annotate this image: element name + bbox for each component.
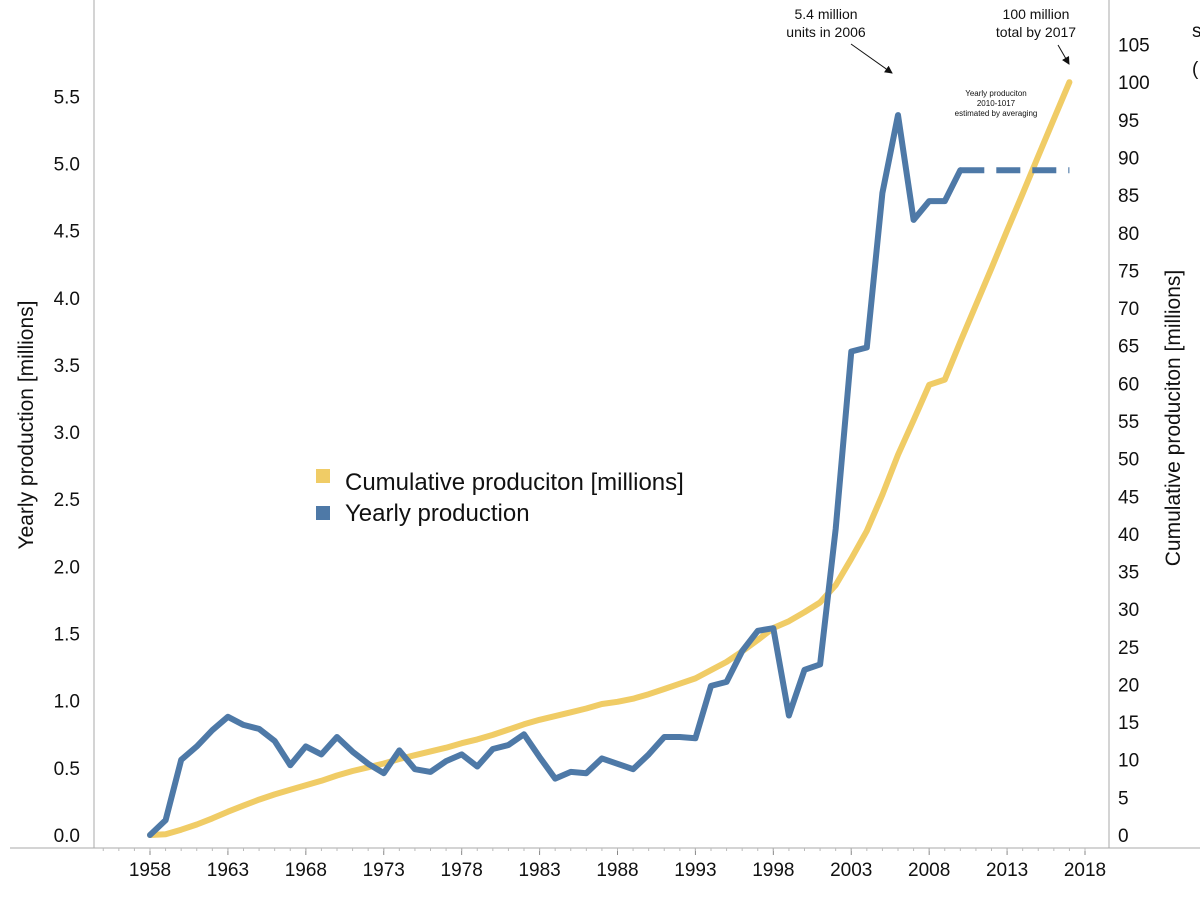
right-tick-label-30: 30: [1118, 600, 1139, 621]
right-tick-label-0: 0: [1118, 826, 1129, 847]
right-tick-label-50: 50: [1118, 450, 1139, 471]
x-tick-label-1958: 1958: [129, 860, 171, 881]
right-tick-label-65: 65: [1118, 337, 1139, 358]
legend-swatch-cumulative: [316, 469, 330, 483]
right-tick-label-45: 45: [1118, 487, 1139, 508]
right-tick-label-5: 5: [1118, 788, 1129, 809]
annotation-peak-arrow: [850, 43, 893, 74]
left-tick-label-0.0: 0.0: [54, 826, 80, 847]
right-tick-label-55: 55: [1118, 412, 1139, 433]
right-tick-label-75: 75: [1118, 261, 1139, 282]
left-y-axis-label: Yearly production [millions]: [15, 300, 38, 549]
annotation-total-arrow: [1057, 44, 1070, 65]
legend-label-cumulative: Cumulative produciton [millions]: [345, 469, 684, 496]
annotation-peak-2006: 5.4 million units in 2006: [786, 6, 893, 74]
legend-swatch-yearly: [316, 506, 330, 520]
x-tick-label-1998: 1998: [752, 860, 794, 881]
right-tick-label-35: 35: [1118, 563, 1139, 584]
right-tick-label-85: 85: [1118, 186, 1139, 207]
right-y-axis-ticks: 0 5 10 15 20 25 30 35 40 45 50 55 60 65 70 75 80 85 90 95 10…: [1118, 36, 1150, 847]
left-tick-label-1.5: 1.5: [54, 625, 80, 646]
annotation-total-2017: 100 million total by 2017: [996, 6, 1076, 65]
left-tick-label-2.0: 2.0: [54, 557, 80, 578]
annotation-peak-line-1: 5.4 million: [794, 6, 857, 22]
legend-label-yearly: Yearly production: [345, 500, 530, 527]
left-tick-label-1.0: 1.0: [54, 692, 80, 713]
x-tick-label-1973: 1973: [363, 860, 405, 881]
right-tick-label-10: 10: [1118, 751, 1139, 772]
right-tick-label-25: 25: [1118, 638, 1139, 659]
annotation-estimate-line-2: 2010-1017: [977, 99, 1016, 108]
annotation-total-line-1: 100 million: [1003, 6, 1070, 22]
series-line-cumulative-produciton-millions: [147, 79, 1073, 838]
left-tick-label-3.5: 3.5: [54, 356, 80, 377]
right-y-axis-label: Cumulative produciton [millions]: [1162, 270, 1185, 566]
right-tick-label-70: 70: [1118, 299, 1139, 320]
right-tick-label-80: 80: [1118, 224, 1139, 245]
series-layer: [147, 79, 1073, 838]
x-tick-label-1993: 1993: [674, 860, 716, 881]
x-axis-ticks: 1958 1963 1968 1973 1978 1983 1988 1993 1998 2003…: [102, 848, 1106, 881]
right-tick-label-60: 60: [1118, 374, 1139, 395]
x-tick-label-1983: 1983: [518, 860, 560, 881]
right-tick-label-105: 105: [1118, 36, 1150, 57]
left-tick-label-4.0: 4.0: [54, 289, 80, 310]
right-tick-label-100: 100: [1118, 73, 1150, 94]
right-tick-label-40: 40: [1118, 525, 1139, 546]
x-tick-label-1963: 1963: [207, 860, 249, 881]
x-tick-label-2008: 2008: [908, 860, 950, 881]
annotation-estimate-line-1: Yearly produciton: [965, 89, 1027, 98]
annotation-total-line-2: total by 2017: [996, 24, 1076, 40]
clipped-edge-glyph-1: s: [1192, 21, 1200, 42]
annotation-estimate: Yearly produciton 2010-1017 estimated by…: [955, 89, 1038, 118]
annotation-peak-line-2: units in 2006: [786, 24, 866, 40]
x-tick-label-2003: 2003: [830, 860, 872, 881]
clipped-edge-glyph-2: (: [1192, 59, 1199, 80]
right-tick-label-15: 15: [1118, 713, 1139, 734]
annotation-estimate-line-3: estimated by averaging: [955, 109, 1038, 118]
legend: Cumulative produciton [millions] Yearly …: [316, 469, 684, 527]
left-y-axis-ticks: 0.0 0.5 1.0 1.5 2.0 2.5 3.0 3.5 4.0 4.5 5.0 5.5: [54, 87, 80, 847]
right-tick-label-90: 90: [1118, 149, 1139, 170]
x-tick-label-1978: 1978: [441, 860, 483, 881]
x-tick-label-1988: 1988: [596, 860, 638, 881]
left-tick-label-0.5: 0.5: [54, 759, 80, 780]
x-tick-label-2013: 2013: [986, 860, 1028, 881]
x-tick-label-1968: 1968: [285, 860, 327, 881]
left-tick-label-2.5: 2.5: [54, 490, 80, 511]
right-tick-label-20: 20: [1118, 675, 1139, 696]
series-line-yearly-production: [147, 112, 964, 838]
left-tick-label-4.5: 4.5: [54, 222, 80, 243]
left-tick-label-3.0: 3.0: [54, 423, 80, 444]
x-tick-label-2018: 2018: [1064, 860, 1106, 881]
left-tick-label-5.0: 5.0: [54, 154, 80, 175]
left-tick-label-5.5: 5.5: [54, 87, 80, 108]
right-tick-label-95: 95: [1118, 111, 1139, 132]
